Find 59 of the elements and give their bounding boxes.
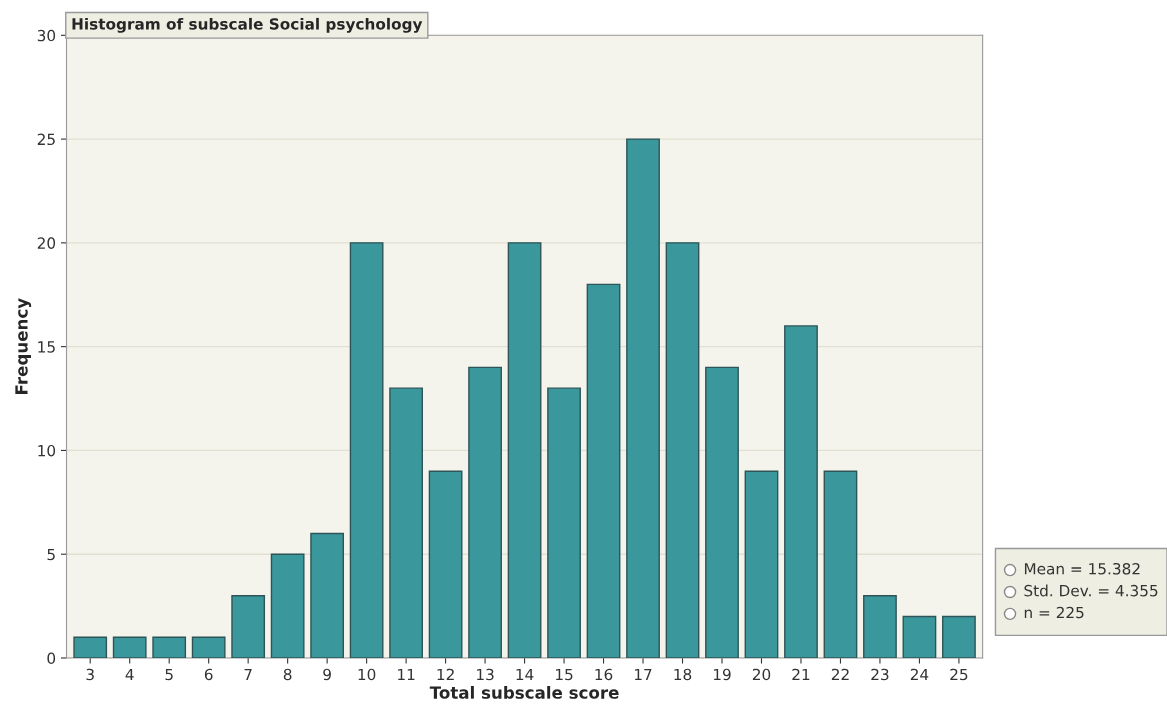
x-tick-label: 5	[165, 668, 173, 681]
bar	[823, 470, 858, 658]
bar	[428, 470, 463, 658]
y-tick-label: 0	[47, 652, 56, 665]
x-tick-label: 4	[125, 668, 134, 681]
x-tick-label: 14	[516, 668, 534, 681]
text: Mean = 15.382	[1024, 562, 1140, 575]
y-tick-label: 20	[37, 237, 56, 249]
x-tick-label: 9	[323, 668, 331, 681]
bar	[863, 595, 897, 658]
bar	[191, 636, 226, 658]
x-tick-label: 20	[752, 668, 771, 681]
text: n = 225	[1024, 606, 1084, 619]
bar	[626, 138, 660, 658]
bar	[942, 615, 976, 658]
bar	[784, 325, 818, 658]
x-tick-label: 21	[792, 668, 810, 681]
y-tick-label: 30	[37, 29, 56, 42]
x-tick-label: 22	[831, 668, 849, 681]
text: Std. Dev. = 4.355	[1024, 584, 1158, 597]
bar	[389, 387, 423, 658]
x-tick-label: 24	[910, 668, 929, 681]
x-tick-label: 16	[595, 668, 613, 681]
bar	[310, 532, 345, 658]
x-tick-label: 19	[713, 668, 731, 681]
y-tick-label: 25	[37, 133, 55, 146]
y-tick-label: 10	[38, 444, 56, 457]
bar	[507, 242, 542, 658]
bar	[152, 636, 187, 658]
x-tick-label: 6	[204, 668, 213, 681]
chart-title: Histogram of subscale Social psychology	[72, 17, 423, 33]
bar	[349, 242, 384, 658]
x-tick-label: 12	[437, 668, 454, 681]
bar	[705, 366, 739, 658]
bar	[586, 283, 621, 658]
bar	[73, 636, 108, 658]
x-tick-label: 17	[634, 668, 652, 681]
x-tick-label: 13	[477, 668, 494, 681]
x-tick-label: 15	[556, 668, 573, 681]
y-tick-label: 15	[38, 341, 55, 353]
bar	[665, 242, 700, 658]
bar	[902, 615, 937, 658]
x-tick-label: 7	[244, 668, 252, 681]
x-tick-label: 8	[283, 668, 292, 681]
bar	[468, 366, 502, 658]
x-tick-label: 3	[86, 668, 94, 681]
x-tick-label: 11	[398, 668, 415, 681]
x-tick-label: 25	[950, 668, 968, 681]
x-tick-label: 10	[358, 668, 376, 681]
x-tick-label: 23	[871, 668, 889, 681]
bar	[270, 553, 305, 658]
bar	[112, 636, 147, 658]
bar	[231, 595, 266, 658]
x-axis-title: Total subscale score	[429, 685, 619, 699]
bar	[547, 387, 581, 658]
x-tick-label: 18	[674, 668, 692, 681]
bar	[744, 470, 779, 658]
y-axis-title: Frequency	[15, 298, 32, 394]
y-tick-label: 5	[47, 548, 55, 561]
